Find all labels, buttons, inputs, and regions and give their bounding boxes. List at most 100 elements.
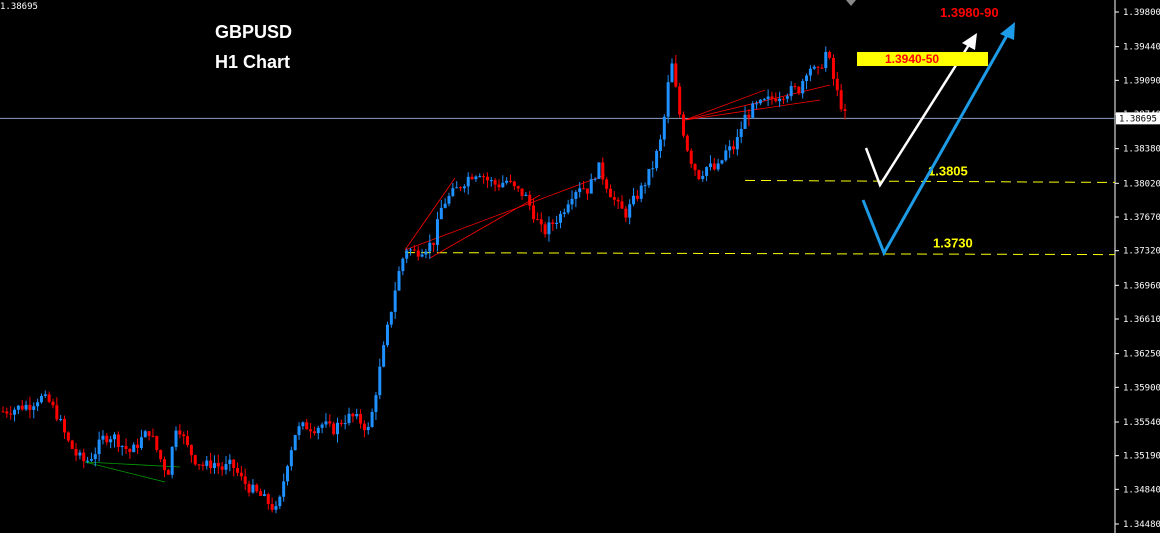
candle-body bbox=[155, 436, 159, 451]
candle-body bbox=[82, 452, 86, 462]
candle-body bbox=[266, 494, 270, 505]
candle-body bbox=[224, 464, 228, 470]
candle-body bbox=[701, 175, 705, 179]
candle-body bbox=[635, 195, 639, 199]
candle-body bbox=[385, 324, 389, 346]
candle-body bbox=[728, 146, 732, 151]
candle-body bbox=[159, 450, 163, 460]
axis-tick-label: 1.39800 bbox=[1123, 8, 1160, 18]
candle-body bbox=[778, 98, 782, 102]
candle-body bbox=[655, 150, 659, 169]
candle-body bbox=[397, 271, 401, 291]
candle-body bbox=[409, 249, 413, 251]
candle-body bbox=[528, 194, 532, 206]
candle-body bbox=[578, 188, 582, 193]
candle-body bbox=[32, 406, 36, 410]
candle-body bbox=[216, 463, 220, 467]
candle-body bbox=[593, 178, 597, 180]
axis-tick-label: 1.34480 bbox=[1123, 520, 1160, 530]
target-box bbox=[857, 52, 988, 66]
candle-body bbox=[601, 162, 605, 180]
candle-body bbox=[309, 429, 313, 432]
candle-body bbox=[43, 394, 47, 396]
level-label: 1.3805 bbox=[928, 163, 968, 178]
candle-body bbox=[251, 484, 255, 493]
candle-body bbox=[620, 201, 624, 209]
white-arrow-head bbox=[962, 33, 977, 50]
candle-body bbox=[162, 459, 166, 471]
candle-body bbox=[566, 204, 570, 213]
candle-body bbox=[455, 187, 459, 189]
candle-body bbox=[259, 491, 263, 496]
candle-body bbox=[416, 250, 420, 257]
axis-tick-label: 1.39090 bbox=[1123, 76, 1160, 86]
candle-body bbox=[105, 435, 109, 443]
candle-body bbox=[351, 413, 355, 417]
candle-body bbox=[24, 404, 28, 410]
candle-body bbox=[816, 66, 820, 68]
candle-body bbox=[482, 176, 486, 178]
candle-body bbox=[243, 476, 247, 484]
candle-body bbox=[828, 51, 832, 58]
candle-body bbox=[74, 448, 78, 456]
candle-body bbox=[793, 86, 797, 88]
candle-body bbox=[674, 63, 678, 87]
trend-line-red bbox=[404, 174, 606, 251]
candle-body bbox=[658, 139, 662, 151]
level-label: 1.3730 bbox=[933, 236, 973, 251]
candle-body bbox=[247, 483, 251, 493]
candle-body bbox=[462, 186, 466, 189]
candle-body bbox=[516, 186, 520, 189]
candle-body bbox=[209, 460, 213, 469]
candle-body bbox=[324, 421, 328, 425]
candle-body bbox=[116, 434, 120, 447]
candle-body bbox=[785, 96, 789, 99]
axis-tick-label: 1.35540 bbox=[1123, 418, 1160, 428]
trend-lines bbox=[84, 84, 831, 483]
candle-body bbox=[51, 401, 55, 406]
candle-body bbox=[558, 213, 562, 223]
candle-body bbox=[758, 99, 762, 104]
candle-body bbox=[797, 86, 801, 94]
candle-body bbox=[139, 437, 143, 448]
candle-body bbox=[389, 311, 393, 325]
candle-body bbox=[459, 187, 463, 189]
candle-body bbox=[532, 205, 536, 220]
candle-body bbox=[705, 167, 709, 176]
candle-body bbox=[143, 431, 147, 438]
candle-body bbox=[747, 114, 751, 118]
candle-body bbox=[781, 98, 785, 100]
candle-body bbox=[282, 481, 286, 497]
candle-body bbox=[97, 439, 101, 455]
candle-body bbox=[36, 402, 40, 407]
candle-body bbox=[16, 405, 20, 410]
timeframe-title: H1 Chart bbox=[215, 52, 291, 72]
candle-body bbox=[697, 170, 701, 179]
candle-body bbox=[59, 419, 63, 421]
blue-projection-path bbox=[861, 29, 1012, 257]
candle-body bbox=[393, 290, 397, 312]
candle-body bbox=[712, 163, 716, 170]
candle-body bbox=[109, 439, 113, 443]
candle-body bbox=[39, 395, 43, 403]
support-levels: 1.3805 1.3730 bbox=[404, 163, 1116, 256]
candle-body bbox=[178, 430, 182, 435]
candle-body bbox=[735, 136, 739, 150]
target-label-upper: 1.3980-90 bbox=[940, 5, 999, 20]
candle-body bbox=[316, 427, 320, 434]
axis-tick-label: 1.35190 bbox=[1123, 452, 1160, 462]
blue-arrow-head bbox=[1000, 22, 1015, 40]
candle-body bbox=[328, 421, 332, 424]
candle-body bbox=[70, 440, 74, 449]
candle-body bbox=[616, 199, 620, 202]
candle-body bbox=[570, 198, 574, 205]
axis-tick-label: 1.35900 bbox=[1123, 383, 1160, 393]
candle-body bbox=[274, 506, 278, 510]
candle-body bbox=[332, 423, 336, 435]
candle-body bbox=[651, 168, 655, 170]
trend-line-red bbox=[429, 194, 541, 259]
candle-body bbox=[170, 446, 174, 475]
candle-body bbox=[739, 128, 743, 137]
candle-body bbox=[662, 116, 666, 140]
